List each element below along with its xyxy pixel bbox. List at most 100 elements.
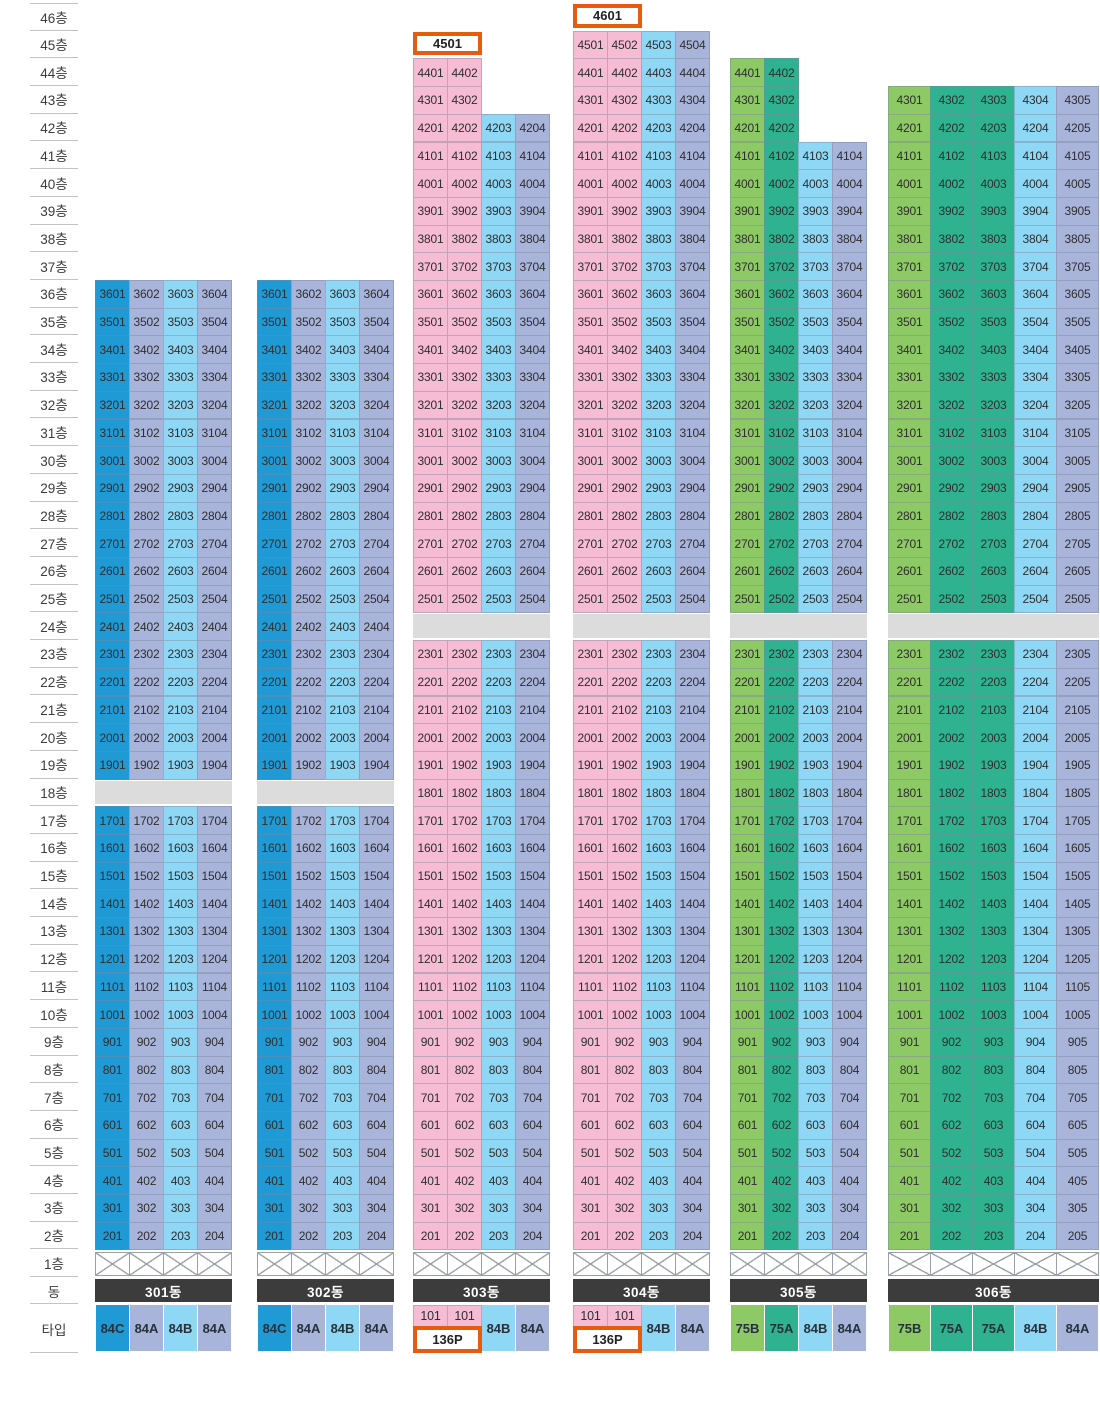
unit-cell[interactable]: 401	[888, 1166, 931, 1196]
unit-cell[interactable]: 202	[930, 1221, 973, 1251]
unit-cell[interactable]: 1204	[197, 944, 232, 974]
unit-cell[interactable]: 903	[641, 1027, 676, 1057]
unit-cell[interactable]: 3102	[607, 418, 642, 448]
unit-cell[interactable]: 3103	[481, 418, 516, 448]
unit-cell[interactable]: 2202	[129, 667, 164, 697]
unit-cell[interactable]: 3002	[129, 446, 164, 475]
unit-cell[interactable]: 3901	[413, 196, 448, 226]
unit-cell[interactable]: 2702	[764, 529, 799, 558]
unit-cell[interactable]: 603	[481, 1111, 516, 1140]
unit-cell[interactable]: 605	[1056, 1111, 1099, 1140]
unit-cell[interactable]: 2003	[325, 723, 360, 752]
unit-cell[interactable]: 3604	[515, 280, 550, 309]
unit-cell[interactable]: 4201	[573, 113, 608, 143]
unit-cell[interactable]: 2905	[1056, 473, 1099, 503]
unit-cell[interactable]: 2204	[1014, 667, 1057, 697]
unit-cell[interactable]: 702	[930, 1083, 973, 1112]
unit-cell[interactable]: 4001	[413, 169, 448, 198]
unit-cell[interactable]: 1601	[413, 834, 448, 863]
unit-cell[interactable]: 302	[129, 1194, 164, 1223]
unit-cell[interactable]: 3202	[930, 390, 973, 420]
unit-cell[interactable]: 2503	[972, 584, 1015, 614]
unit-cell[interactable]: 1303	[163, 917, 198, 946]
unit-cell[interactable]: 3701	[888, 252, 931, 281]
unit-cell[interactable]: 804	[359, 1055, 394, 1085]
unit-cell[interactable]: 904	[515, 1027, 550, 1057]
unit-cell[interactable]: 2703	[481, 529, 516, 558]
unit-cell[interactable]: 1003	[481, 1000, 516, 1029]
unit-cell[interactable]: 3702	[607, 252, 642, 281]
unit-cell[interactable]: 3002	[764, 446, 799, 475]
unit-cell[interactable]: 202	[129, 1221, 164, 1251]
unit-cell[interactable]: 1603	[163, 834, 198, 863]
unit-cell[interactable]: 405	[1056, 1166, 1099, 1196]
unit-cell[interactable]: 701	[257, 1083, 292, 1112]
unit-cell[interactable]: 1301	[573, 917, 608, 946]
unit-cell[interactable]: 4103	[481, 141, 516, 171]
unit-cell[interactable]: 1704	[1014, 806, 1057, 835]
unit-cell[interactable]: 2804	[359, 501, 394, 531]
unit-cell[interactable]: 2204	[197, 667, 232, 697]
unit-cell[interactable]: 3704	[515, 252, 550, 281]
unit-cell[interactable]: 3204	[515, 390, 550, 420]
unit-cell[interactable]: 1501	[257, 861, 292, 891]
unit-cell[interactable]: 2701	[888, 529, 931, 558]
unit-cell[interactable]: 1204	[1014, 944, 1057, 974]
unit-cell[interactable]: 4202	[447, 113, 482, 143]
unit-cell[interactable]: 2904	[197, 473, 232, 503]
unit-cell[interactable]: 1201	[730, 944, 765, 974]
unit-cell[interactable]: 2602	[930, 557, 973, 586]
unit-cell[interactable]: 2301	[888, 640, 931, 669]
unit-cell[interactable]: 1603	[972, 834, 1015, 863]
unit-cell[interactable]: 1604	[359, 834, 394, 863]
unit-cell[interactable]: 3303	[481, 363, 516, 392]
unit-cell[interactable]: 2103	[325, 695, 360, 725]
unit-cell[interactable]: 3201	[413, 390, 448, 420]
unit-cell[interactable]: 3203	[972, 390, 1015, 420]
unit-cell[interactable]: 3401	[95, 335, 130, 365]
unit-cell[interactable]: 2202	[447, 667, 482, 697]
unit-cell[interactable]: 1101	[730, 972, 765, 1002]
unit-cell[interactable]: 1904	[832, 750, 867, 780]
unit-cell[interactable]: 204	[359, 1221, 394, 1251]
unit-cell[interactable]: 3401	[257, 335, 292, 365]
unit-cell[interactable]: 2302	[129, 640, 164, 669]
unit-cell[interactable]: 601	[95, 1111, 130, 1140]
unit-cell[interactable]: 1003	[641, 1000, 676, 1029]
unit-cell[interactable]: 1903	[641, 750, 676, 780]
unit-cell[interactable]: 402	[607, 1166, 642, 1196]
unit-cell[interactable]: 2104	[832, 695, 867, 725]
unit-cell[interactable]: 2205	[1056, 667, 1099, 697]
unit-cell[interactable]: 1704	[832, 806, 867, 835]
unit-cell[interactable]: 1004	[832, 1000, 867, 1029]
unit-cell[interactable]: 2102	[607, 695, 642, 725]
unit-cell[interactable]: 3104	[832, 418, 867, 448]
unit-cell[interactable]: 302	[930, 1194, 973, 1223]
unit-cell[interactable]: 4203	[972, 113, 1015, 143]
unit-cell[interactable]: 2001	[413, 723, 448, 752]
unit-cell[interactable]: 3103	[163, 418, 198, 448]
unit-cell[interactable]: 3402	[291, 335, 326, 365]
unit-cell[interactable]: 2502	[291, 584, 326, 614]
unit-cell[interactable]: 1001	[95, 1000, 130, 1029]
unit-cell[interactable]: 403	[163, 1166, 198, 1196]
unit-cell[interactable]: 803	[163, 1055, 198, 1085]
unit-cell[interactable]: 1702	[607, 806, 642, 835]
unit-cell[interactable]: 3602	[129, 280, 164, 309]
unit-cell[interactable]: 3603	[641, 280, 676, 309]
unit-cell[interactable]: 1601	[257, 834, 292, 863]
unit-cell[interactable]: 201	[573, 1221, 608, 1251]
unit-cell[interactable]: 2103	[798, 695, 833, 725]
unit-cell[interactable]: 1701	[573, 806, 608, 835]
unit-cell[interactable]: 1703	[163, 806, 198, 835]
unit-cell[interactable]: 2604	[515, 557, 550, 586]
unit-cell[interactable]: 501	[413, 1138, 448, 1168]
unit-cell[interactable]: 1103	[641, 972, 676, 1002]
unit-cell[interactable]: 1202	[291, 944, 326, 974]
unit-cell[interactable]: 1204	[832, 944, 867, 974]
unit-cell[interactable]: 4103	[972, 141, 1015, 171]
unit-cell[interactable]: 4104	[1014, 141, 1057, 171]
unit-cell[interactable]: 1904	[359, 750, 394, 780]
unit-cell[interactable]: 701	[573, 1083, 608, 1112]
unit-cell[interactable]: 1901	[257, 750, 292, 780]
